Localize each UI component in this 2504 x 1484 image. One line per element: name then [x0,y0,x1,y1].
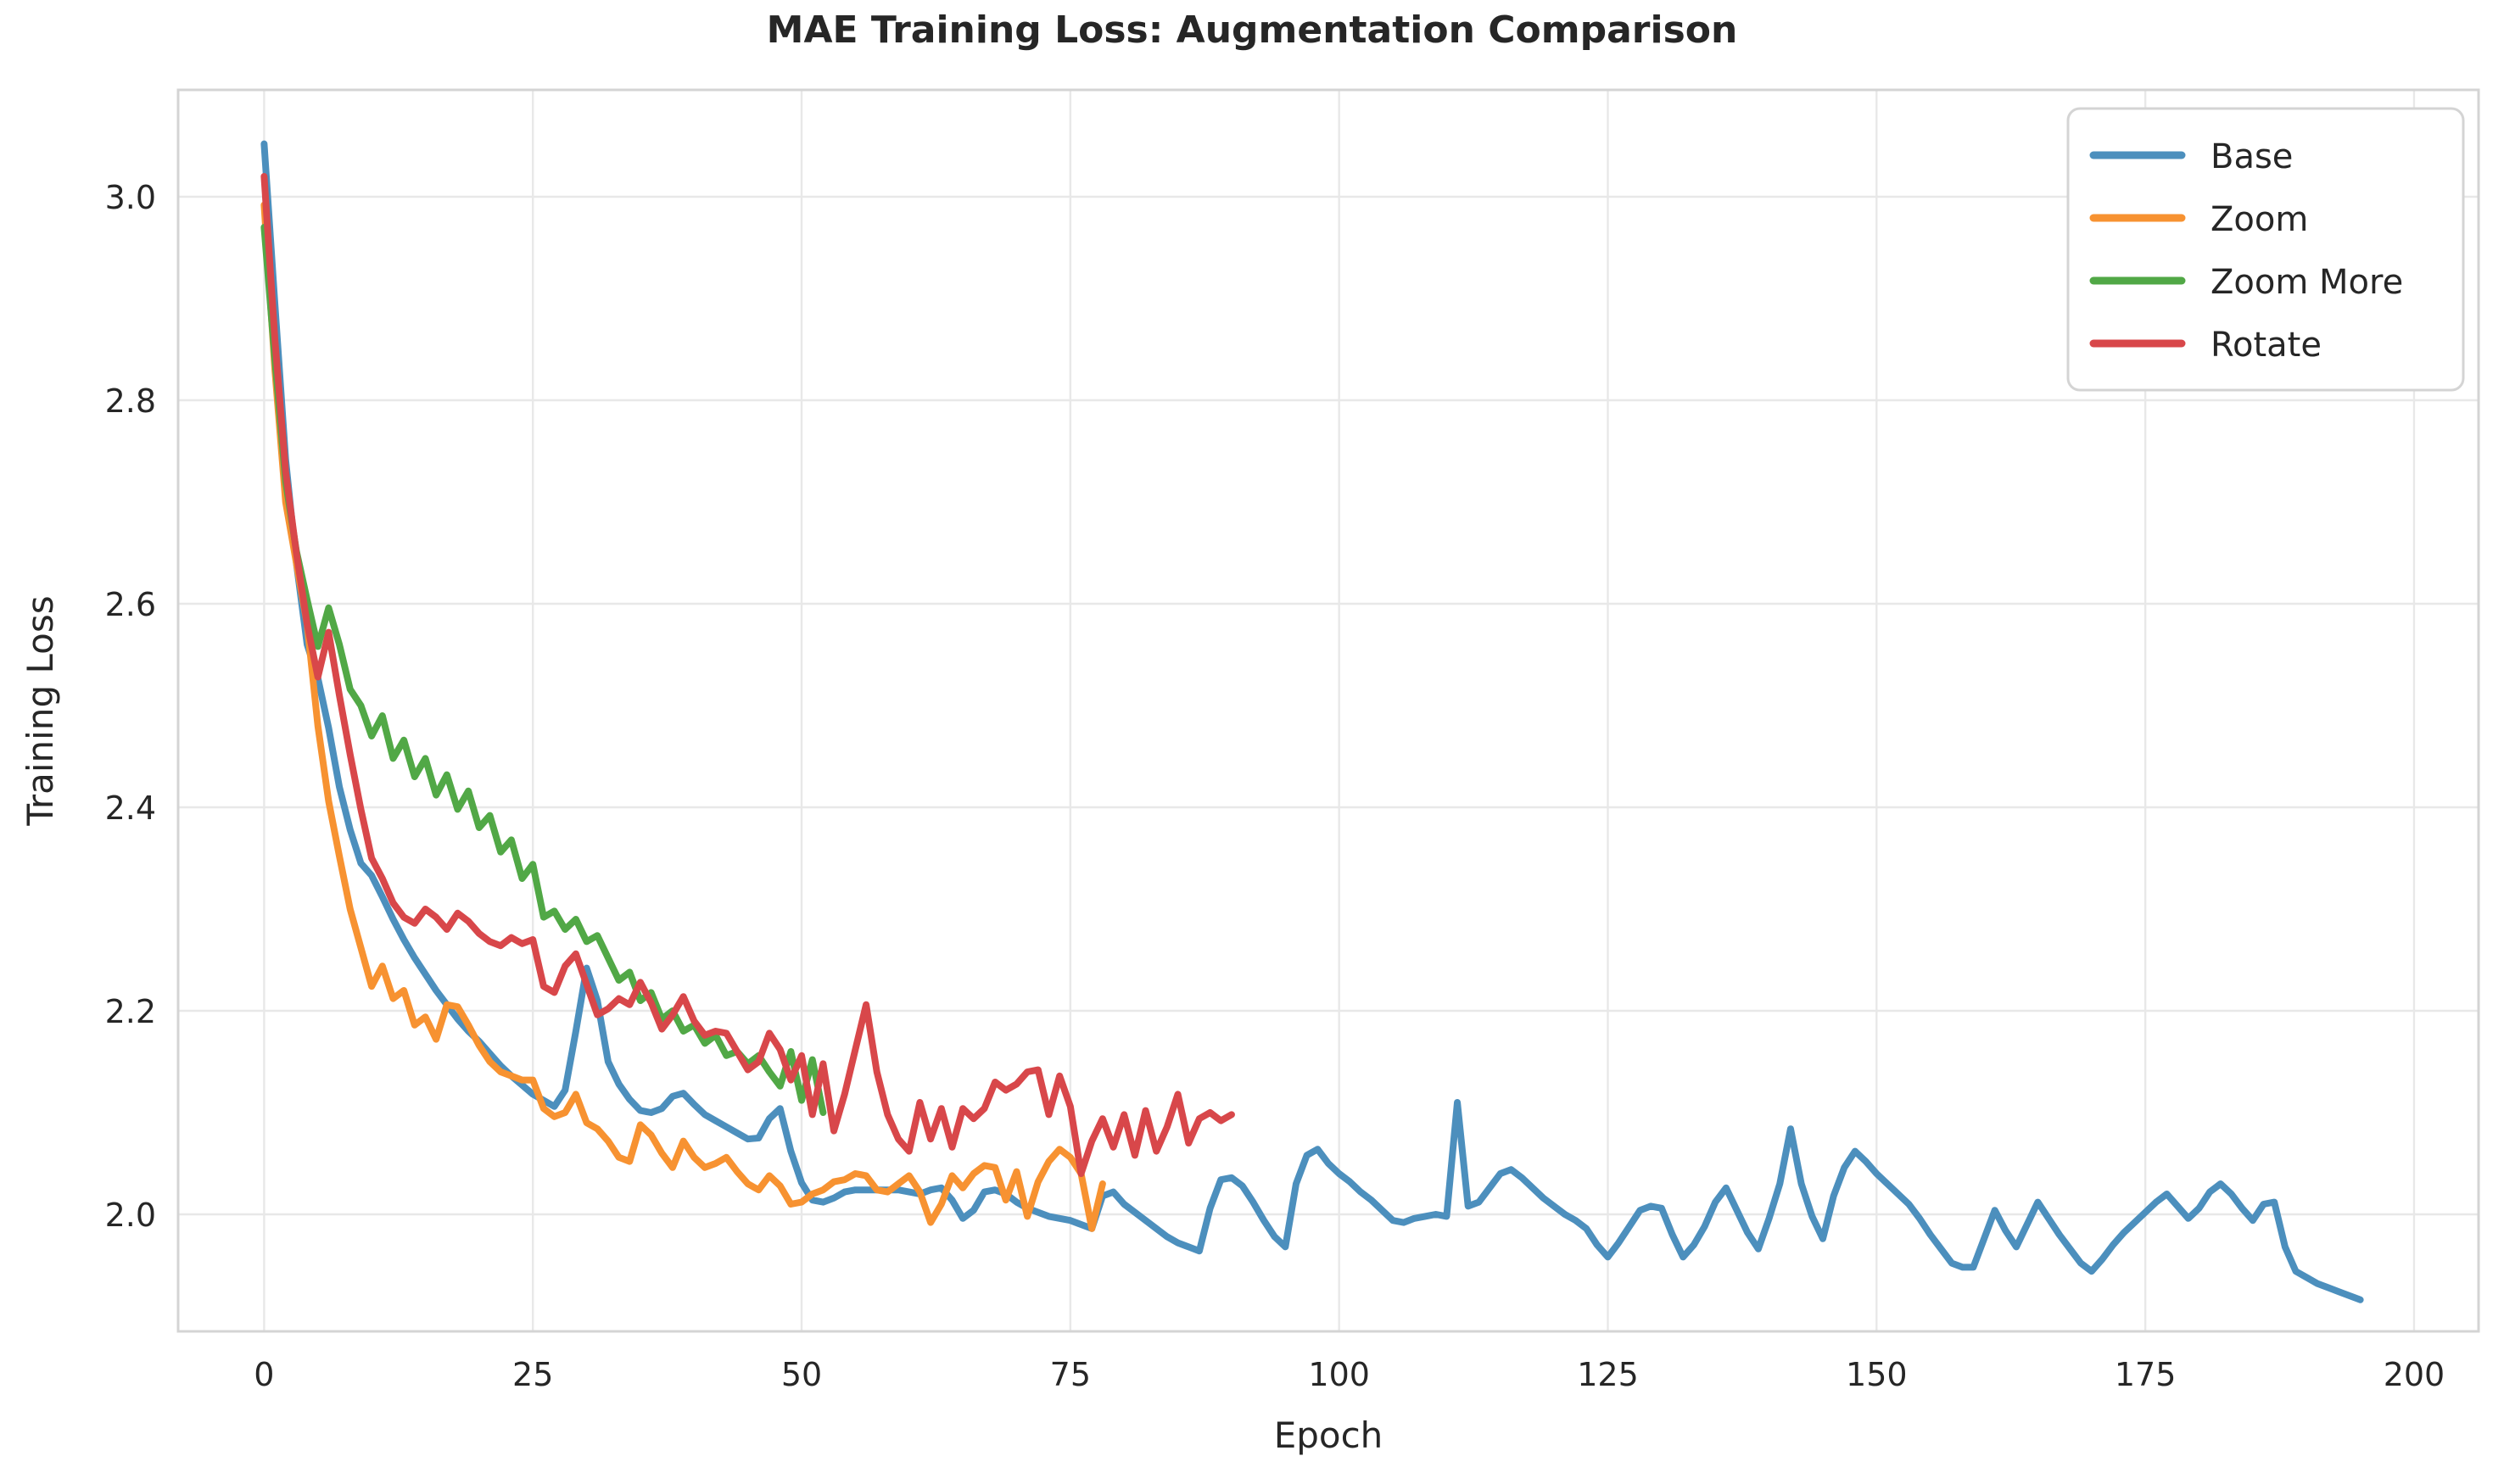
y-tick-label-2: 2.4 [105,789,156,827]
x-tick-label-1: 25 [512,1356,553,1393]
legend-label-base: Base [2211,137,2293,176]
plot-border [176,88,2480,1333]
legend-label-zoom-more: Zoom More [2211,263,2403,302]
series-line-base [260,140,2364,1303]
x-tick-label-8: 200 [2384,1356,2445,1393]
x-tick-label-0: 0 [254,1356,274,1393]
chart-legend[interactable]: Base Zoom Zoom More Rotate [2066,107,2465,392]
y-tick-label-3: 2.6 [105,586,156,623]
series-line-zoom [260,201,1106,1232]
legend-label-zoom: Zoom [2211,200,2308,239]
x-tick-label-4: 100 [1308,1356,1370,1393]
legend-box [2066,107,2465,392]
y-axis-tick-labels: 2.0 2.2 2.4 2.6 2.8 3.0 [105,179,156,1234]
x-tick-label-7: 175 [2115,1356,2177,1393]
x-tick-label-3: 75 [1050,1356,1091,1393]
y-tick-label-1: 2.2 [105,993,156,1030]
legend-label-rotate: Rotate [2211,326,2322,365]
y-tick-label-4: 2.8 [105,382,156,420]
y-tick-label-5: 3.0 [105,179,156,216]
x-tick-label-6: 150 [1846,1356,1908,1393]
x-axis-title: Epoch [1274,1414,1383,1456]
x-tick-label-5: 125 [1577,1356,1639,1393]
x-axis-tick-labels: 0 25 50 75 100 125 150 175 200 [254,1356,2445,1393]
y-tick-label-0: 2.0 [105,1197,156,1234]
series-lines-group [260,140,2364,1303]
x-tick-label-2: 50 [781,1356,822,1393]
y-axis-title: Training Loss [20,595,61,826]
series-line-zoom-more [260,224,827,1116]
chart-title: MAE Training Loss: Augmentation Comparis… [766,8,1738,52]
series-line-rotate [260,173,1235,1177]
